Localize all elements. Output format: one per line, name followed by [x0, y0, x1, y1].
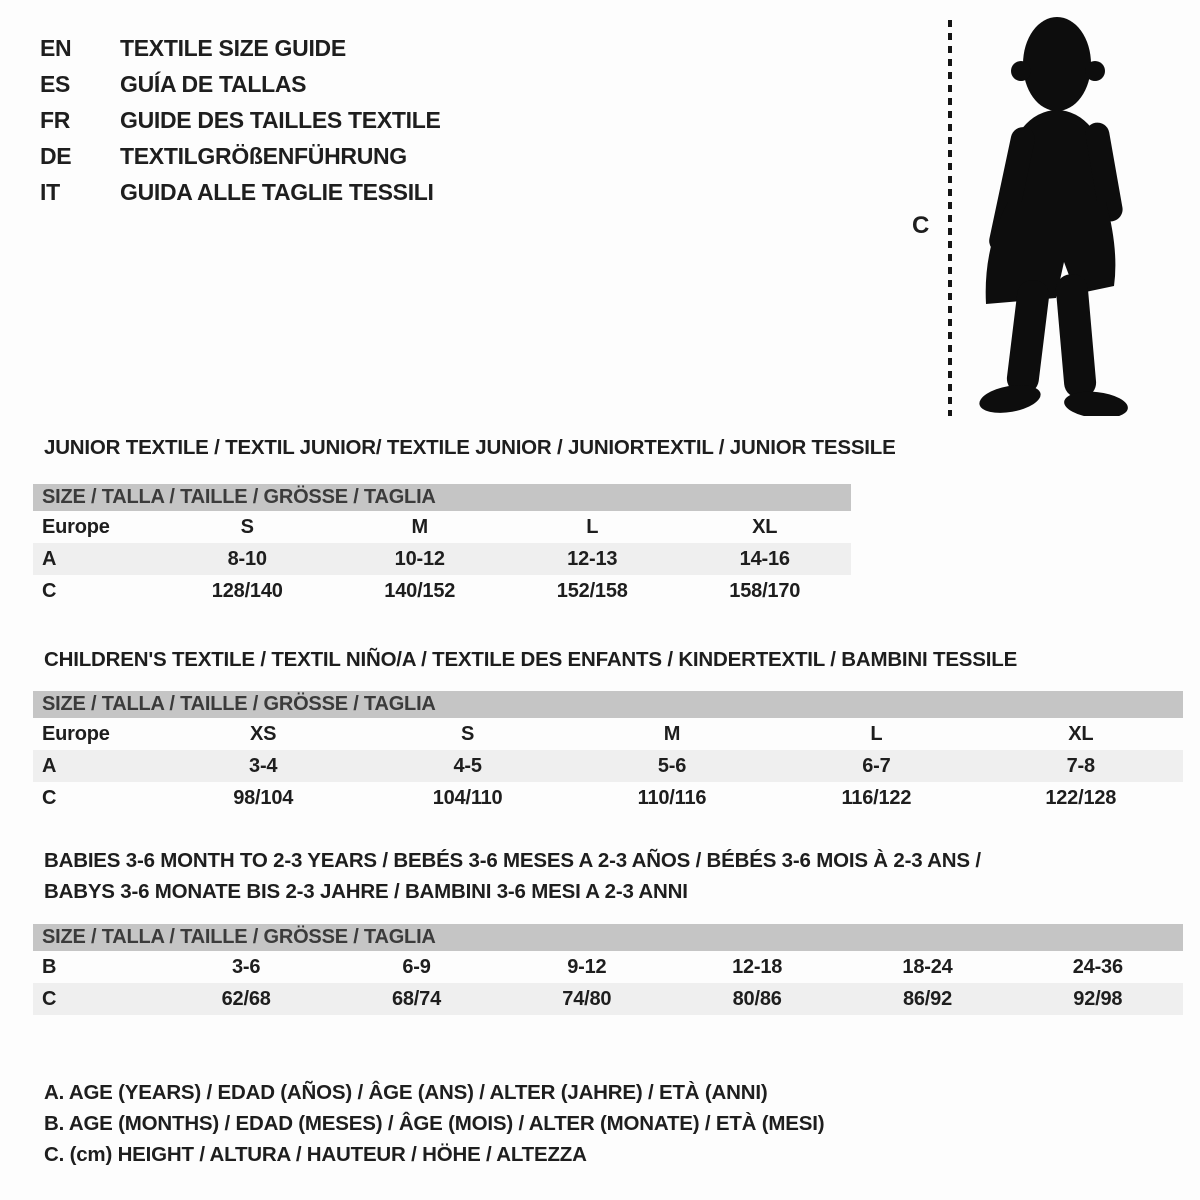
table-cell: 10-12	[394, 547, 445, 570]
table-cell: S	[461, 722, 475, 745]
language-header: EN TEXTILE SIZE GUIDE ES GUÍA DE TALLAS FR GU…	[40, 30, 441, 210]
row-label-cell: C	[42, 786, 57, 809]
table-row: C 128/140 140/152 152/158 158/170	[33, 575, 851, 607]
row-label-cell: C	[42, 987, 57, 1010]
row-label-cell: A	[42, 547, 57, 570]
language-row: EN TEXTILE SIZE GUIDE	[40, 30, 441, 66]
section-title-line: BABIES 3-6 MONTH TO 2-3 YEARS / BEBÉS 3-…	[44, 849, 981, 872]
childrens-textile-section: CHILDREN'S TEXTILE / TEXTIL NIÑO/A / TEX…	[33, 644, 1183, 814]
language-title: TEXTILE SIZE GUIDE	[120, 34, 346, 61]
table-cell: 92/98	[1073, 987, 1123, 1010]
table-cell: M	[663, 722, 681, 745]
height-figure: C	[900, 0, 1180, 430]
language-code: ES	[40, 70, 71, 97]
table-cell: M	[411, 515, 429, 538]
section-title-line: JUNIOR TEXTILE / TEXTIL JUNIOR/ TEXTILE …	[44, 436, 896, 459]
table-cell: 7-8	[1066, 754, 1096, 777]
table-cell: 122/128	[1045, 786, 1117, 809]
height-measure-dashed-line	[948, 20, 952, 416]
table-row: A 3-4 4-5 5-6 6-7 7-8	[33, 750, 1183, 782]
language-title: GUÍA DE TALLAS	[120, 70, 307, 97]
size-header-bar: SIZE / TALLA / TAILLE / GRÖSSE / TAGLIA	[33, 924, 1183, 951]
language-row: IT GUIDA ALLE TAGLIE TESSILI	[40, 174, 441, 210]
row-label-cell: A	[42, 754, 57, 777]
size-header-bar: SIZE / TALLA / TAILLE / GRÖSSE / TAGLIA	[33, 484, 851, 511]
table-cell: 86/92	[902, 987, 953, 1010]
table-cell: 98/104	[233, 786, 294, 809]
table-cell: 80/86	[732, 987, 782, 1010]
table-cell: L	[870, 722, 883, 745]
table-cell: 3-6	[232, 955, 261, 978]
table-cell: 116/122	[841, 786, 912, 809]
table-cell: 5-6	[657, 754, 687, 777]
section-title-line: CHILDREN'S TEXTILE / TEXTIL NIÑO/A / TEX…	[44, 648, 1018, 671]
legend-line: C. (cm) HEIGHT / ALTURA / HAUTEUR / HÖHE…	[44, 1143, 587, 1166]
row-label-cell: C	[42, 579, 57, 602]
table-cell: 128/140	[211, 579, 283, 602]
table-cell: XL	[1068, 722, 1094, 745]
table-cell: 6-9	[402, 955, 431, 978]
language-code: IT	[40, 178, 60, 205]
language-row: DE TEXTILGRÖßENFÜHRUNG	[40, 138, 441, 174]
row-label-cell: B	[42, 955, 57, 978]
table-cell: L	[586, 515, 599, 538]
legend-notes: A. AGE (YEARS) / EDAD (AÑOS) / ÂGE (ANS)…	[44, 1077, 825, 1170]
table-cell: S	[240, 515, 254, 538]
language-row: ES GUÍA DE TALLAS	[40, 66, 441, 102]
section-title-line: BABYS 3-6 MONATE BIS 2-3 JAHRE / BAMBINI…	[44, 880, 688, 903]
language-title: GUIDA ALLE TAGLIE TESSILI	[120, 178, 434, 205]
table-row: C 98/104 104/110 110/116 116/122 122/128	[33, 782, 1183, 814]
height-measure-label: C	[912, 212, 930, 239]
table-cell: 12-13	[567, 547, 618, 570]
language-code: EN	[40, 34, 72, 61]
section-title: BABIES 3-6 MONTH TO 2-3 YEARS / BEBÉS 3-…	[33, 845, 1183, 907]
table-cell: 104/110	[432, 786, 503, 809]
table-cell: 24-36	[1072, 955, 1123, 978]
table-cell: 62/68	[221, 987, 271, 1010]
table-cell: XS	[250, 722, 277, 745]
legend-line: A. AGE (YEARS) / EDAD (AÑOS) / ÂGE (ANS)…	[44, 1081, 768, 1104]
language-code: DE	[40, 142, 72, 169]
table-row: B 3-6 6-9 9-12 12-18 18-24 24-36	[33, 951, 1183, 983]
section-title: CHILDREN'S TEXTILE / TEXTIL NIÑO/A / TEX…	[33, 644, 1183, 675]
language-code: FR	[40, 106, 71, 133]
table-cell: 68/74	[391, 987, 442, 1010]
language-title: TEXTILGRÖßENFÜHRUNG	[120, 142, 407, 169]
junior-textile-section: JUNIOR TEXTILE / TEXTIL JUNIOR/ TEXTILE …	[33, 432, 896, 607]
table-cell: 12-18	[732, 955, 783, 978]
babies-textile-section: BABIES 3-6 MONTH TO 2-3 YEARS / BEBÉS 3-…	[33, 845, 1183, 1015]
table-cell: 14-16	[739, 547, 790, 570]
legend-line: B. AGE (MONTHS) / EDAD (MESES) / ÂGE (MO…	[44, 1112, 825, 1135]
table-cell: 158/170	[729, 579, 801, 602]
table-cell: 140/152	[384, 579, 456, 602]
table-row: Europe S M L XL	[33, 511, 851, 543]
row-label-cell: Europe	[42, 515, 110, 538]
size-header-bar: SIZE / TALLA / TAILLE / GRÖSSE / TAGLIA	[33, 691, 1183, 718]
table-row: C 62/68 68/74 74/80 80/86 86/92 92/98	[33, 983, 1183, 1015]
table-row: Europe XS S M L XL	[33, 718, 1183, 750]
table-cell: 6-7	[862, 754, 891, 777]
language-title: GUIDE DES TAILLES TEXTILE	[120, 106, 441, 133]
table-cell: 110/116	[637, 786, 707, 809]
table-cell: 74/80	[562, 987, 612, 1010]
table-cell: 18-24	[902, 955, 953, 978]
table-cell: 9-12	[567, 955, 607, 978]
table-row: A 8-10 10-12 12-13 14-16	[33, 543, 851, 575]
table-cell: 3-4	[249, 754, 278, 777]
table-cell: XL	[752, 515, 778, 538]
row-label-cell: Europe	[42, 722, 110, 745]
table-cell: 4-5	[453, 754, 482, 777]
language-row: FR GUIDE DES TAILLES TEXTILE	[40, 102, 441, 138]
section-title: JUNIOR TEXTILE / TEXTIL JUNIOR/ TEXTILE …	[33, 432, 896, 463]
table-cell: 152/158	[556, 579, 628, 602]
table-cell: 8-10	[227, 547, 267, 570]
toddler-silhouette-icon	[979, 17, 1128, 416]
